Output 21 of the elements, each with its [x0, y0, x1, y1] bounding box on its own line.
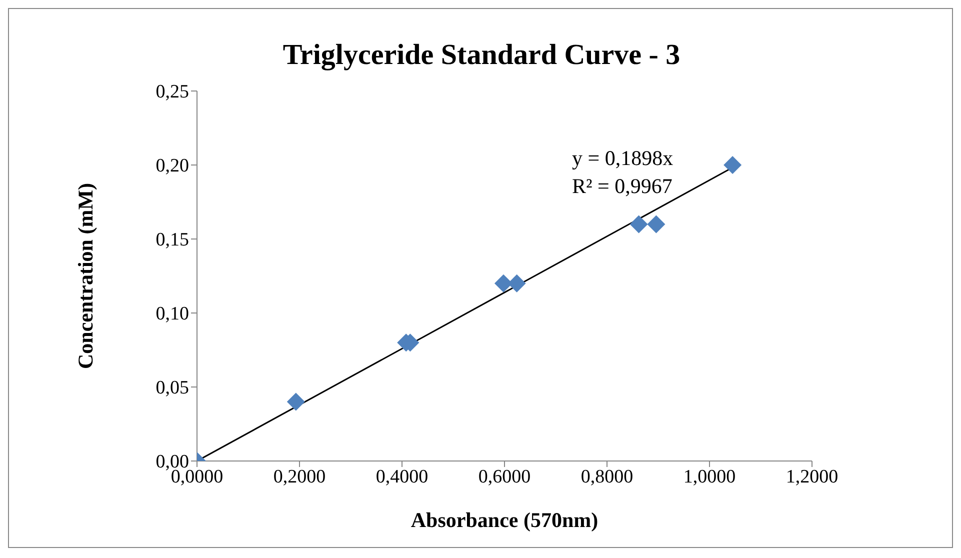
x-tick-label: 0,2000: [273, 466, 326, 488]
point: [286, 392, 305, 411]
y-tick-label: 0,05: [156, 378, 189, 399]
x-tick-label: 0,6000: [478, 466, 531, 488]
y-tick-label: 0,25: [156, 82, 189, 103]
annotation: y = 0,1898x: [572, 145, 674, 172]
x-tick-label: 0,8000: [580, 466, 634, 488]
point: [724, 156, 742, 174]
point: [494, 274, 512, 292]
y-tick-label: 0,10: [156, 304, 189, 325]
x-tick-label: 0,4000: [376, 466, 428, 488]
y-axis-title: Concentration (mM): [73, 182, 98, 370]
chart-title: Triglyceride Standard Curve - 3: [282, 39, 682, 72]
x-tick-label: 1,2000: [786, 466, 838, 488]
x-tick-label: 1,0000: [683, 466, 736, 488]
point: [647, 215, 666, 234]
x-axis-title: Absorbance (570nm): [410, 508, 598, 532]
annotation: R² = 0,9967: [572, 173, 674, 200]
y-tick-label: 0,20: [156, 156, 189, 177]
y-tick-label: 0,15: [156, 230, 189, 251]
point: [630, 215, 648, 234]
